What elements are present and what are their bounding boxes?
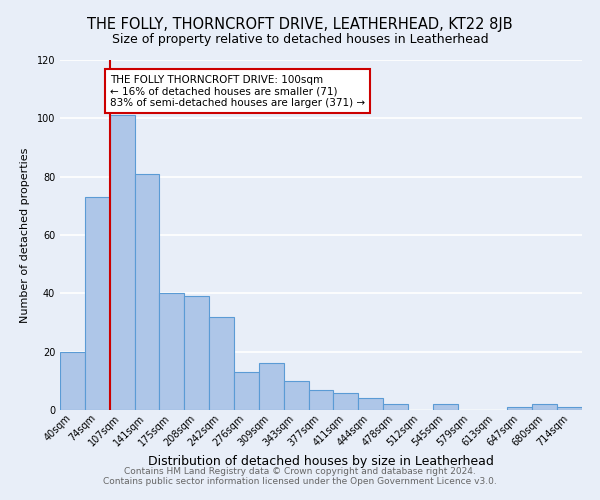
Bar — [110, 116, 134, 410]
Text: THE FOLLY, THORNCROFT DRIVE, LEATHERHEAD, KT22 8JB: THE FOLLY, THORNCROFT DRIVE, LEATHERHEAD… — [87, 18, 513, 32]
Bar — [308, 390, 334, 410]
Text: Size of property relative to detached houses in Leatherhead: Size of property relative to detached ho… — [112, 32, 488, 46]
Bar — [433, 404, 458, 410]
Bar — [383, 404, 408, 410]
Bar — [532, 404, 557, 410]
Bar — [284, 381, 308, 410]
Bar — [85, 197, 110, 410]
Bar — [209, 316, 234, 410]
Bar — [60, 352, 85, 410]
Bar — [259, 364, 284, 410]
Bar — [358, 398, 383, 410]
Bar — [184, 296, 209, 410]
Y-axis label: Number of detached properties: Number of detached properties — [20, 148, 29, 322]
X-axis label: Distribution of detached houses by size in Leatherhead: Distribution of detached houses by size … — [148, 454, 494, 468]
Bar — [160, 294, 184, 410]
Bar — [234, 372, 259, 410]
Text: Contains public sector information licensed under the Open Government Licence v3: Contains public sector information licen… — [103, 477, 497, 486]
Bar — [508, 407, 532, 410]
Bar — [557, 407, 582, 410]
Bar — [334, 392, 358, 410]
Text: Contains HM Land Registry data © Crown copyright and database right 2024.: Contains HM Land Registry data © Crown c… — [124, 467, 476, 476]
Text: THE FOLLY THORNCROFT DRIVE: 100sqm
← 16% of detached houses are smaller (71)
83%: THE FOLLY THORNCROFT DRIVE: 100sqm ← 16%… — [110, 74, 365, 108]
Bar — [134, 174, 160, 410]
